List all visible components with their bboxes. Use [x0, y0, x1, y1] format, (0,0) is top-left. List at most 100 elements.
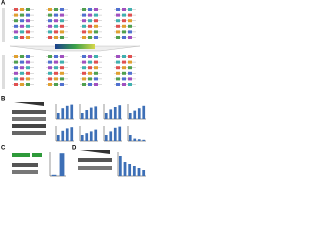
bar: [118, 156, 122, 176]
domain-block: [60, 19, 64, 23]
domain-block: [128, 8, 132, 11]
domain-block: [128, 36, 132, 39]
bar: [133, 138, 137, 141]
domain-block: [48, 13, 52, 17]
domain-block: [88, 13, 92, 17]
domain-block: [122, 66, 126, 70]
domain-block: [14, 71, 18, 75]
panel-label: B: [1, 97, 6, 103]
domain-block: [94, 36, 98, 39]
domain-block: [20, 36, 24, 39]
bar: [128, 113, 132, 119]
domain-block: [122, 36, 126, 39]
domain-block: [128, 30, 132, 34]
bar: [137, 108, 141, 119]
bar: [80, 113, 84, 119]
bar: [118, 105, 122, 119]
domain-block: [48, 83, 52, 86]
bar: [94, 129, 98, 141]
bar: [113, 127, 117, 141]
domain-block: [82, 30, 86, 34]
domain-block: [94, 13, 98, 17]
domain-block: [128, 24, 132, 28]
domain-block: [82, 8, 86, 11]
domain-block: [88, 8, 92, 11]
domain-block: [26, 77, 30, 81]
domain-block: [122, 77, 126, 81]
domain-block: [122, 55, 126, 58]
domain-block: [116, 30, 120, 34]
domain-block: [14, 60, 18, 64]
side-label: [2, 8, 5, 42]
domain-block: [20, 8, 24, 11]
bar: [142, 170, 146, 176]
bar: [128, 135, 132, 141]
domain-block: [88, 19, 92, 23]
domain-block: [14, 24, 18, 28]
bar: [113, 107, 117, 119]
domain-block: [88, 30, 92, 34]
bar: [133, 110, 137, 119]
bar: [118, 126, 122, 141]
bar: [137, 139, 141, 141]
blot-d: [78, 150, 112, 170]
bar: [85, 133, 89, 141]
bar: [142, 139, 146, 141]
domain-block: [14, 83, 18, 86]
bar: [59, 153, 65, 176]
bar: [61, 108, 65, 119]
domain-block: [128, 19, 132, 23]
domain-block: [20, 55, 24, 58]
bar: [128, 164, 132, 176]
domain-block: [82, 13, 86, 17]
domain-block: [14, 66, 18, 70]
domain-block: [94, 60, 98, 64]
domain-block: [26, 60, 30, 64]
domain-block: [60, 30, 64, 34]
side-label: [2, 55, 5, 89]
domain-block: [116, 66, 120, 70]
domain-block: [26, 55, 30, 58]
domain-block: [116, 60, 120, 64]
domain-block: [48, 55, 52, 58]
domain-block: [48, 36, 52, 39]
heatmap-strip: [55, 44, 95, 49]
domain-block: [54, 36, 58, 39]
bar: [142, 105, 146, 119]
bar: [123, 162, 127, 176]
domain-block: [122, 24, 126, 28]
domain-block: [26, 66, 30, 70]
domain-block: [60, 13, 64, 17]
domain-block: [20, 13, 24, 17]
bar: [70, 104, 74, 119]
domain-block: [20, 77, 24, 81]
domain-block: [20, 24, 24, 28]
domain-block: [122, 30, 126, 34]
domain-block: [26, 13, 30, 17]
domain-block: [20, 71, 24, 75]
bar: [137, 168, 141, 176]
domain-block: [128, 60, 132, 64]
domain-block: [54, 8, 58, 11]
domain-block: [20, 19, 24, 23]
domain-block: [128, 71, 132, 75]
domain-block: [122, 13, 126, 17]
domain-block: [94, 71, 98, 75]
domain-block: [20, 66, 24, 70]
domain-block: [116, 71, 120, 75]
domain-block: [14, 8, 18, 11]
bar: [89, 107, 93, 119]
bar: [104, 135, 108, 141]
bar: [56, 113, 60, 119]
domain-block: [54, 24, 58, 28]
domain-block: [20, 60, 24, 64]
domain-block: [94, 66, 98, 70]
domain-block: [94, 55, 98, 58]
domain-block: [60, 60, 64, 64]
domain-block: [60, 8, 64, 11]
domain-block: [14, 13, 18, 17]
domain-block: [54, 83, 58, 86]
domain-block: [26, 36, 30, 39]
domain-block: [26, 71, 30, 75]
domain-block: [88, 24, 92, 28]
